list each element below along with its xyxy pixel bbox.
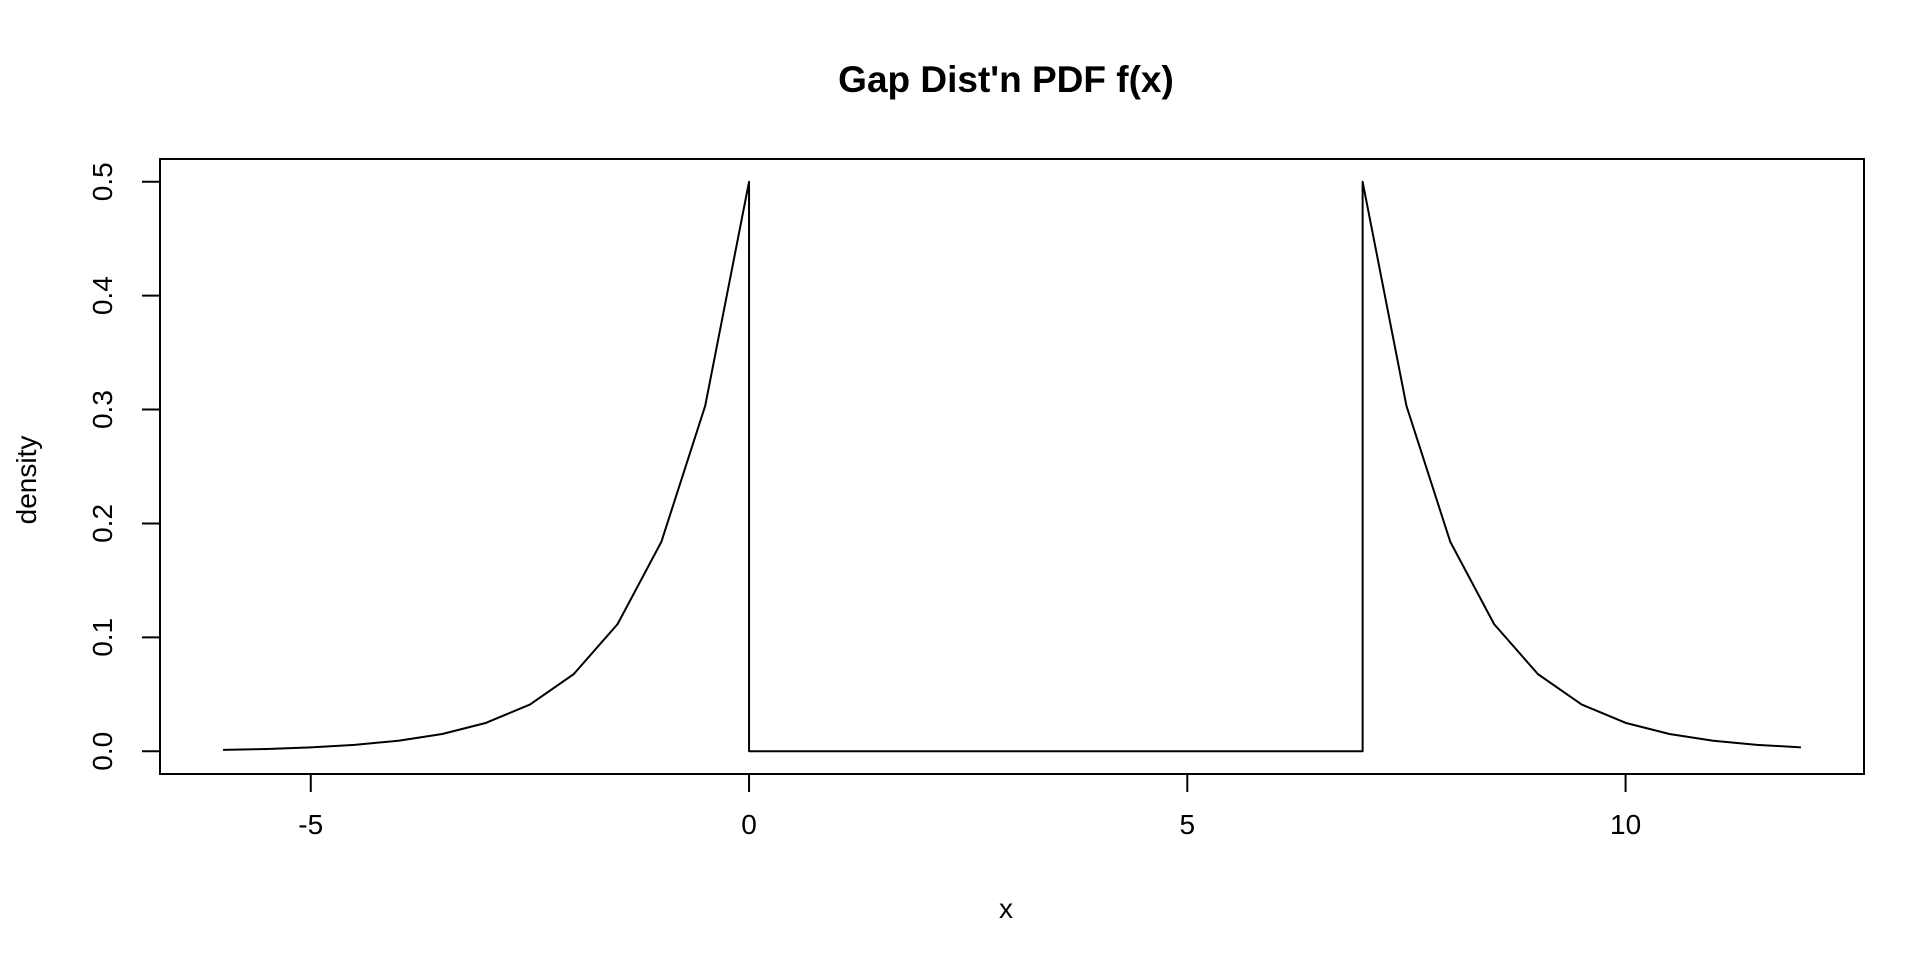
- x-tick-label: -5: [298, 809, 323, 840]
- x-tick-label: 10: [1610, 809, 1641, 840]
- density-line: [223, 180, 1801, 753]
- y-tick-label: 0.2: [87, 504, 118, 543]
- y-tick-label: 0.5: [87, 162, 118, 201]
- y-tick-label: 0.4: [87, 276, 118, 315]
- x-tick-label: 5: [1180, 809, 1196, 840]
- plot-frame: [159, 158, 1865, 775]
- x-axis-label: x: [999, 893, 1013, 924]
- x-tick-label: 0: [741, 809, 757, 840]
- y-tick-label: 0.0: [87, 732, 118, 771]
- y-tick-label: 0.3: [87, 390, 118, 429]
- y-axis: 0.0 0.1 0.2 0.3 0.4 0.5: [87, 162, 160, 771]
- x-axis: -5 0 5 10: [298, 774, 1641, 840]
- plot-lines: [223, 180, 1801, 753]
- y-axis-label: density: [11, 436, 42, 525]
- y-tick-label: 0.1: [87, 618, 118, 657]
- chart-title: Gap Dist'n PDF f(x): [838, 59, 1174, 100]
